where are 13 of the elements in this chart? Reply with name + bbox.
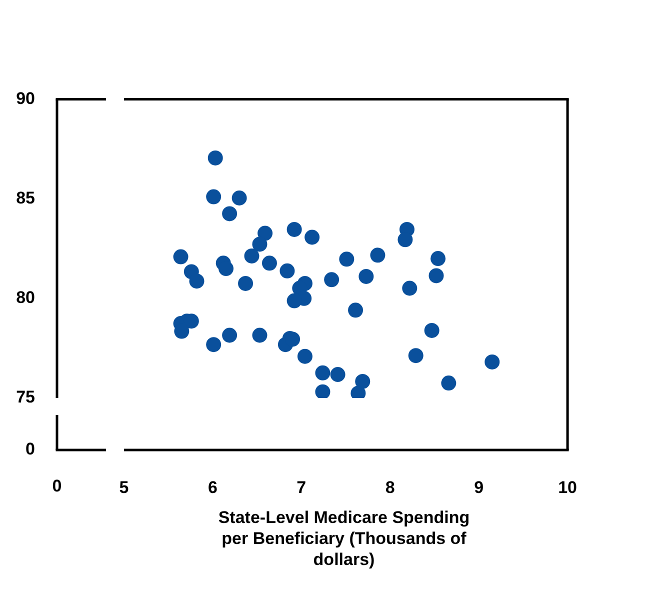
x-tick-label: 6 xyxy=(208,478,218,497)
x-tick-label: 5 xyxy=(119,478,129,497)
x-tick-label: 7 xyxy=(296,478,306,497)
x-tick-label: 8 xyxy=(385,478,395,497)
x-tick-label: 10 xyxy=(558,478,578,497)
y-tick-label: 75 xyxy=(16,388,35,407)
x-axis-title: State-Level Medicare Spending per Beneficiary (Thousands of dollars) xyxy=(217,507,471,570)
y-tick-label: 80 xyxy=(16,288,35,308)
text: 0 xyxy=(52,476,62,496)
text: 0 xyxy=(26,440,35,459)
y-tick-label: 85 xyxy=(16,188,35,208)
y-tick-label: 90 xyxy=(16,88,35,108)
x-tick-label: 9 xyxy=(474,478,484,497)
